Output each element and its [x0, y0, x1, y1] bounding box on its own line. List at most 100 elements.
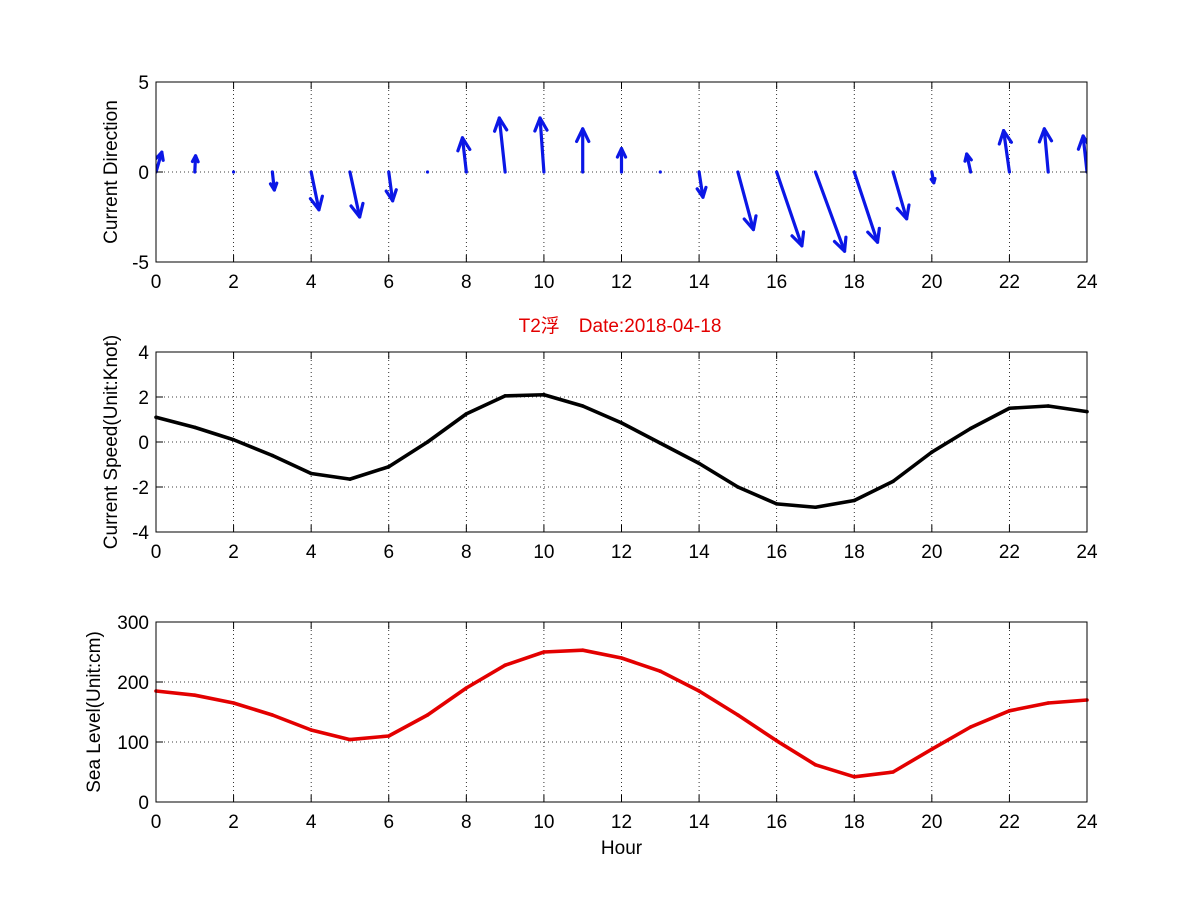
- y-tick-label: 100: [117, 733, 149, 754]
- arrow-head: [575, 127, 591, 144]
- data-point: [503, 394, 507, 398]
- data-point: [619, 421, 624, 425]
- data-point: [425, 713, 430, 717]
- current-arrow: [493, 116, 509, 174]
- arrow-shaft: [538, 116, 546, 174]
- x-tick-label: 6: [383, 272, 394, 293]
- data-point: [852, 775, 857, 779]
- current-arrow: [1037, 127, 1054, 174]
- x-tick-label: 24: [1076, 812, 1098, 833]
- data-point: [542, 650, 546, 654]
- x-tick-label: 16: [766, 272, 787, 293]
- x-tick-label: 10: [533, 812, 554, 833]
- arrow-shaft: [852, 170, 880, 244]
- data-point: [658, 441, 663, 445]
- y-tick-label: 200: [117, 673, 149, 694]
- data-point: [270, 713, 275, 717]
- arrow-shaft: [775, 170, 804, 248]
- data-point: [580, 404, 585, 408]
- arrow-shaft: [497, 116, 507, 174]
- x-tick-label: 6: [383, 542, 394, 563]
- data-point: [968, 725, 973, 729]
- y-axis-label: Current Direction: [101, 100, 122, 244]
- data-point: [425, 440, 430, 444]
- current-arrow: [384, 170, 398, 203]
- data-point: [1046, 701, 1051, 705]
- x-tick-label: 2: [228, 542, 239, 563]
- current-arrow: [190, 154, 200, 174]
- x-tick-label: 20: [921, 272, 942, 293]
- data-point: [930, 747, 934, 751]
- data-point: [930, 450, 934, 454]
- arrow-shaft: [813, 170, 847, 253]
- x-tick-label: 14: [689, 272, 711, 293]
- figure-title: T2浮 Date:2018-04-18: [519, 315, 722, 337]
- current-arrow: [615, 147, 628, 174]
- arrow-head: [1037, 127, 1054, 144]
- x-tick-label: 16: [766, 812, 787, 833]
- current-arrow: [575, 127, 591, 174]
- arrow-shaft: [1042, 127, 1050, 174]
- current-arrow: [736, 170, 758, 232]
- data-point: [813, 763, 818, 767]
- current-arrow: [658, 170, 662, 174]
- arrow-head: [790, 230, 806, 248]
- data-point: [231, 437, 236, 442]
- current-arrow: [1076, 134, 1087, 174]
- arrow-head: [895, 203, 911, 221]
- current-arrow: [695, 170, 708, 199]
- data-point: [697, 689, 701, 693]
- current-arrow: [891, 170, 911, 221]
- x-axis-label: Hour: [601, 838, 643, 859]
- current-arrow: [268, 170, 279, 192]
- current-arrow: [308, 170, 324, 212]
- y-tick-label: 0: [138, 163, 149, 184]
- arrow-shaft: [891, 170, 909, 221]
- data-point: [813, 505, 818, 510]
- arrow-head: [349, 201, 365, 219]
- x-tick-label: 2: [228, 812, 239, 833]
- arrow-head: [929, 176, 937, 185]
- data-point: [1007, 709, 1012, 713]
- data-point: [580, 648, 585, 652]
- y-axis-label: Sea Level(Unit:cm): [84, 631, 105, 793]
- data-point: [309, 471, 313, 476]
- y-tick-label: 2: [138, 388, 149, 409]
- current-arrow: [231, 170, 236, 174]
- arrow-shaft: [348, 170, 362, 219]
- data-point: [968, 426, 973, 431]
- x-tick-label: 8: [461, 272, 472, 293]
- x-tick-label: 0: [151, 812, 162, 833]
- data-point: [697, 461, 701, 466]
- current-arrow: [533, 116, 549, 174]
- arrow-head: [156, 150, 165, 162]
- x-tick-label: 0: [151, 542, 162, 563]
- data-point: [852, 498, 857, 503]
- y-tick-label: -5: [132, 253, 149, 274]
- data-point: [736, 485, 740, 489]
- y-tick-label: 300: [117, 613, 149, 634]
- x-tick-label: 18: [844, 812, 865, 833]
- data-point: [774, 502, 779, 506]
- arrow-head: [866, 226, 881, 244]
- x-tick-label: 22: [999, 812, 1020, 833]
- x-tick-label: 10: [533, 272, 554, 293]
- x-tick-label: 18: [844, 272, 865, 293]
- x-tick-label: 8: [461, 812, 472, 833]
- current-arrow: [156, 150, 165, 174]
- y-tick-label: 4: [138, 343, 149, 364]
- data-point: [891, 479, 895, 484]
- data-point: [386, 464, 391, 469]
- arrow-head: [742, 214, 758, 232]
- arrow-head: [695, 185, 708, 199]
- arrow-head: [456, 136, 472, 153]
- x-tick-label: 22: [999, 272, 1020, 293]
- arrow-head: [963, 152, 973, 163]
- current-arrow: [348, 170, 365, 219]
- arrow-dot: [658, 170, 662, 174]
- x-tick-label: 6: [383, 812, 394, 833]
